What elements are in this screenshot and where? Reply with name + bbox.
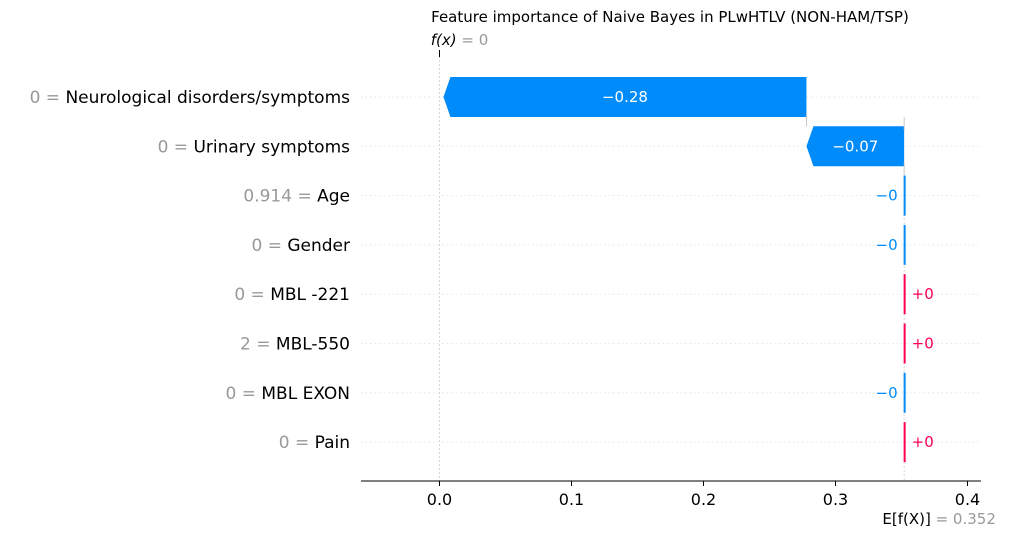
feature-name: Age <box>317 187 350 207</box>
bar-value-label: +0 <box>912 335 934 353</box>
feature-value: 0 = <box>279 433 315 453</box>
feature-label: 0 = MBL -221 <box>234 285 350 305</box>
x-tick-label: 0.3 <box>823 490 848 509</box>
feature-label: 0 = Urinary symptoms <box>158 137 351 157</box>
bars: −0.28 −0.07 −0 −0 +0 +0 −0 +0 <box>443 77 934 463</box>
bar-value-label: −0 <box>876 236 898 254</box>
feature-name: MBL-550 <box>276 335 350 355</box>
feature-label: 0 = Pain <box>279 433 350 453</box>
x-tick-label: 0.0 <box>427 490 452 509</box>
bar-value-label: −0.28 <box>602 88 648 106</box>
contribution-bar <box>806 126 905 167</box>
x-tick-label: 0.2 <box>691 490 716 509</box>
feature-value: 0 = <box>251 236 287 256</box>
feature-name: MBL -221 <box>270 285 350 305</box>
x-axis: 0.0 0.1 0.2 0.3 0.4 <box>361 480 981 509</box>
bar-value-label: +0 <box>912 433 934 451</box>
chart-title: Feature importance of Naive Bayes in PLw… <box>431 8 909 26</box>
feature-label: 0 = MBL EXON <box>226 384 350 404</box>
feature-value: 0.914 = <box>243 187 317 207</box>
feature-name: MBL EXON <box>261 384 350 404</box>
contribution-bar <box>443 77 807 117</box>
axis-annotations: f(x) = 0 E[f(X)] = 0.352 <box>431 31 996 528</box>
fx-label: f(x) <box>431 31 457 49</box>
feature-value: 0 = <box>226 384 262 404</box>
feature-label: 0 = Neurological disorders/symptoms <box>30 88 351 108</box>
bar-value-label: +0 <box>912 285 934 303</box>
bar-value-label: −0 <box>876 384 898 402</box>
bar-value-label: −0 <box>876 187 898 205</box>
feature-label: 2 = MBL-550 <box>240 335 350 355</box>
feature-name: Neurological disorders/symptoms <box>65 88 350 108</box>
base-label: E[f(X)] <box>882 510 930 528</box>
x-tick-label: 0.1 <box>559 490 584 509</box>
feature-value: 0 = <box>158 137 194 157</box>
feature-name: Pain <box>315 433 350 453</box>
feature-value: 2 = <box>240 335 276 355</box>
feature-name: Urinary symptoms <box>193 137 350 157</box>
fx-annotation: f(x) = 0 <box>431 31 489 49</box>
feature-value: 0 = <box>30 88 66 108</box>
feature-label: 0.914 = Age <box>243 187 350 207</box>
fx-value: = 0 <box>457 31 489 49</box>
bar-value-label: −0.07 <box>832 137 878 155</box>
grid-lines <box>361 56 981 481</box>
base-value-annotation: E[f(X)] = 0.352 <box>882 510 996 528</box>
feature-label: 0 = Gender <box>251 236 350 256</box>
base-value: = 0.352 <box>931 510 996 528</box>
feature-name: Gender <box>287 236 350 256</box>
x-tick-label: 0.4 <box>955 490 980 509</box>
feature-value: 0 = <box>234 285 270 305</box>
